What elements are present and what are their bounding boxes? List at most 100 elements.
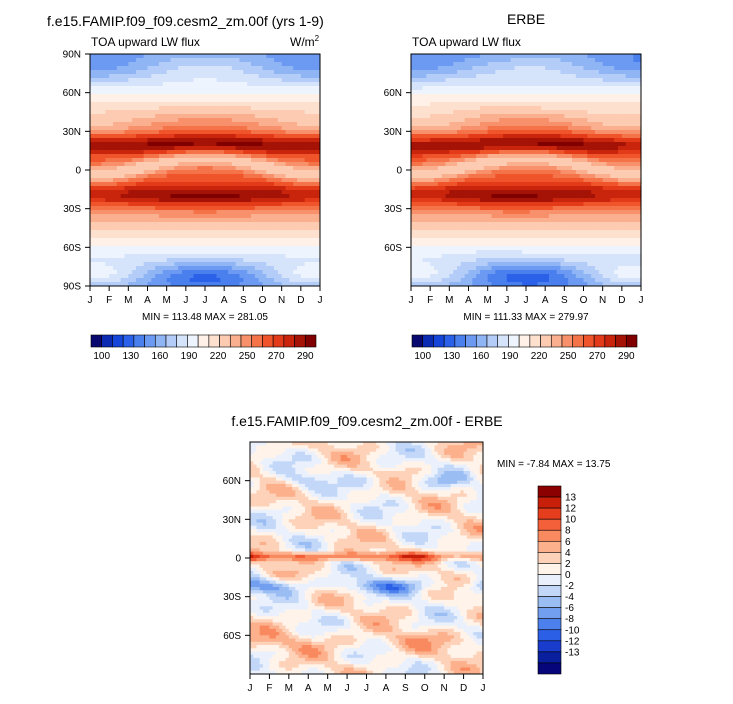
field-cell xyxy=(216,270,221,275)
field-cell xyxy=(304,242,310,247)
field-cell xyxy=(208,102,214,107)
field-cell xyxy=(239,194,244,199)
field-cell xyxy=(606,106,611,111)
field-cell xyxy=(101,98,106,103)
field-cell xyxy=(262,274,267,279)
field-cell xyxy=(228,202,233,207)
field-cell xyxy=(116,138,122,143)
field-cell xyxy=(621,130,627,135)
field-cell xyxy=(216,122,221,127)
field-cell xyxy=(124,278,129,283)
field-cell xyxy=(159,98,164,103)
field-cell xyxy=(159,226,164,231)
field-cell xyxy=(556,110,562,115)
field-cell xyxy=(139,118,145,123)
field-cell xyxy=(120,158,126,163)
field-cell xyxy=(197,74,202,79)
field-cell xyxy=(220,250,225,255)
field-cell xyxy=(182,154,187,159)
field-cell xyxy=(472,102,477,107)
field-cell xyxy=(212,102,218,107)
field-cell xyxy=(159,234,164,239)
field-cell xyxy=(239,258,244,263)
field-cell xyxy=(308,90,313,95)
field-cell xyxy=(304,198,310,203)
field-cell xyxy=(445,134,450,139)
field-cell xyxy=(422,82,427,87)
field-cell xyxy=(247,226,252,231)
field-cell xyxy=(552,74,558,79)
field-cell xyxy=(93,166,99,171)
field-cell xyxy=(312,282,317,286)
field-cell xyxy=(522,70,527,75)
field-cell xyxy=(189,234,195,239)
field-cell xyxy=(449,142,454,147)
field-cell xyxy=(90,178,95,183)
field-cell xyxy=(174,106,179,111)
field-cell xyxy=(159,66,164,71)
field-cell xyxy=(101,102,106,107)
field-cell xyxy=(449,98,454,103)
field-cell xyxy=(274,78,279,83)
field-cell xyxy=(549,94,554,99)
field-cell xyxy=(304,74,310,79)
field-cell xyxy=(174,214,179,219)
field-cell xyxy=(231,174,237,179)
field-cell xyxy=(308,138,313,143)
field-cell xyxy=(293,170,298,175)
field-cell xyxy=(151,102,156,107)
field-cell xyxy=(526,98,531,103)
field-cell xyxy=(587,74,592,79)
field-cell xyxy=(147,254,152,259)
field-cell xyxy=(139,214,145,219)
colorbar-swatch xyxy=(283,334,295,348)
field-cell xyxy=(308,230,313,235)
field-cell xyxy=(575,90,581,95)
field-cell xyxy=(247,106,252,111)
field-cell xyxy=(147,178,152,183)
field-cell xyxy=(274,186,279,191)
field-cell xyxy=(254,106,260,111)
field-cell xyxy=(247,78,252,83)
field-cell xyxy=(147,114,152,119)
field-cell xyxy=(235,218,241,223)
field-cell xyxy=(170,254,175,259)
field-cell xyxy=(289,266,294,271)
field-cell xyxy=(545,118,550,123)
field-cell xyxy=(147,66,152,71)
field-cell xyxy=(251,94,256,99)
field-cell xyxy=(418,130,424,135)
field-cell xyxy=(618,54,623,59)
field-cell xyxy=(101,194,106,199)
field-cell xyxy=(277,106,283,111)
field-cell xyxy=(159,154,164,159)
field-cell xyxy=(101,250,106,255)
field-cell xyxy=(289,82,294,87)
field-cell xyxy=(193,106,198,111)
field-cell xyxy=(143,130,149,135)
field-cell xyxy=(445,114,450,119)
field-cell xyxy=(568,122,573,127)
field-cell xyxy=(591,66,596,71)
field-cell xyxy=(614,110,619,115)
field-cell xyxy=(208,146,214,151)
field-cell xyxy=(90,74,95,79)
field-cell xyxy=(235,102,241,107)
field-cell xyxy=(216,114,221,119)
field-cell xyxy=(174,234,179,239)
field-cell xyxy=(193,226,198,231)
field-cell xyxy=(116,270,122,275)
field-cell xyxy=(464,94,470,99)
field-cell xyxy=(564,138,569,143)
field-cell xyxy=(151,90,156,95)
field-cell xyxy=(247,214,252,219)
field-cell xyxy=(430,122,435,127)
field-cell xyxy=(529,66,535,71)
field-cell xyxy=(575,98,581,103)
field-cell xyxy=(247,62,252,67)
field-cell xyxy=(266,94,271,99)
field-cell xyxy=(216,262,221,267)
field-cell xyxy=(162,270,168,275)
field-cell xyxy=(281,102,287,107)
field-cell xyxy=(270,66,275,71)
